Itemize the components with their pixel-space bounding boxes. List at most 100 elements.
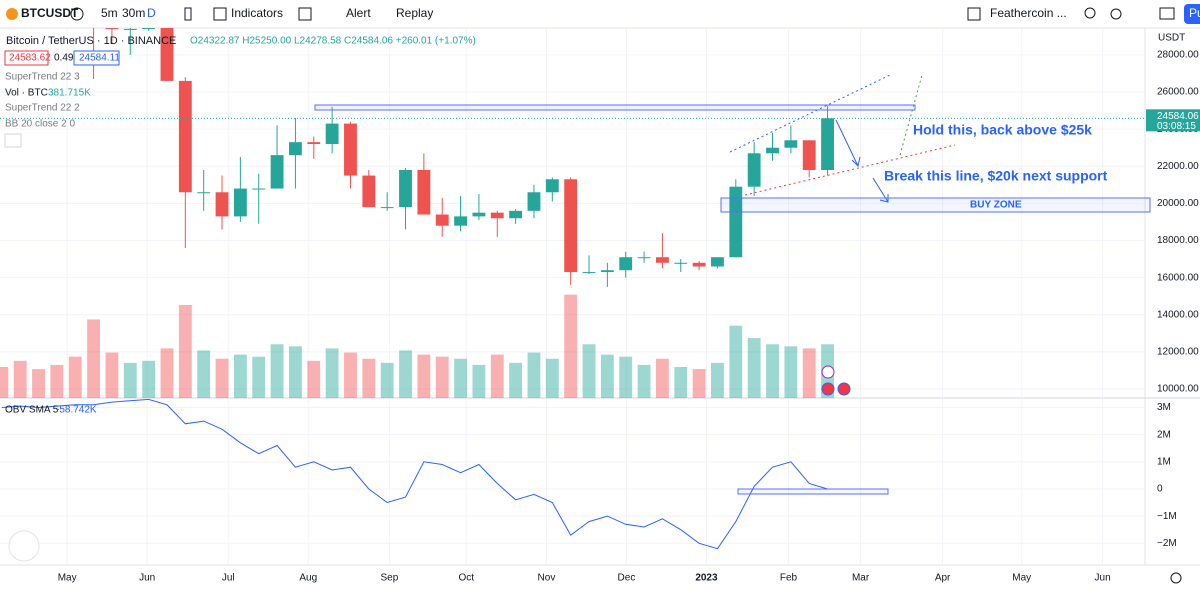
volume-bar bbox=[692, 369, 706, 398]
candle-body bbox=[490, 212, 504, 219]
volume-bar bbox=[454, 358, 467, 398]
drawings: Hold this, back above $25k Break this li… bbox=[314, 74, 1151, 495]
candle-body bbox=[655, 257, 669, 263]
search-button[interactable] bbox=[1084, 7, 1096, 19]
volume-bar bbox=[472, 364, 486, 398]
x-tick-label: Dec bbox=[618, 573, 636, 584]
chart-type-button[interactable] bbox=[184, 7, 192, 21]
y-tick-label: 20000.00 bbox=[1157, 198, 1199, 209]
indicator-label[interactable]: SuperTrend 22 3 bbox=[5, 72, 80, 83]
candle-body bbox=[747, 153, 761, 187]
ask-badge bbox=[73, 50, 120, 66]
volume-bar bbox=[105, 352, 119, 398]
settings-button[interactable] bbox=[1110, 8, 1122, 20]
volume-bar bbox=[802, 348, 816, 398]
y-tick-label: 12000.00 bbox=[1157, 347, 1199, 358]
volume-bar bbox=[233, 354, 247, 398]
volume-value: 381.715K bbox=[48, 88, 91, 99]
candle-body bbox=[142, 28, 156, 29]
event-icon[interactable] bbox=[821, 365, 835, 379]
x-tick-label: May bbox=[58, 573, 77, 584]
compare-button[interactable] bbox=[70, 7, 84, 21]
volume-bar bbox=[325, 348, 339, 398]
x-tick-label: Mar bbox=[852, 573, 870, 584]
bid-badge bbox=[4, 50, 49, 66]
candle-body bbox=[435, 214, 449, 226]
last-price-badge bbox=[1146, 109, 1200, 132]
layout-button[interactable]: Feathercoin ... bbox=[990, 6, 1067, 20]
obv-box bbox=[737, 488, 889, 495]
obv-line bbox=[1, 399, 828, 550]
volume-bar bbox=[197, 350, 211, 398]
candle-body bbox=[178, 80, 192, 193]
volume-bar bbox=[270, 344, 284, 398]
obv-tick-label: −2M bbox=[1157, 538, 1177, 549]
candle-body bbox=[802, 140, 816, 170]
candle-body bbox=[619, 257, 633, 271]
volume-bar bbox=[142, 360, 156, 398]
volume-bar bbox=[68, 356, 82, 398]
y-tick-label: 14000.00 bbox=[1157, 309, 1199, 320]
candle-body bbox=[711, 257, 724, 267]
volume-bar bbox=[784, 346, 798, 398]
axis-settings[interactable] bbox=[1170, 572, 1182, 584]
volume-bar bbox=[674, 367, 688, 398]
y-tick-label: 18000.00 bbox=[1157, 235, 1199, 246]
volume-bar bbox=[655, 358, 669, 398]
projection-line bbox=[899, 74, 923, 156]
indicator-label[interactable]: SuperTrend 22 2 bbox=[5, 103, 80, 114]
indicators-icon bbox=[213, 7, 227, 21]
volume-bar bbox=[766, 344, 779, 398]
interval-active[interactable]: D bbox=[147, 6, 156, 20]
obv-tick-label: 1M bbox=[1157, 456, 1171, 467]
arrow bbox=[835, 119, 861, 167]
volume-bar bbox=[509, 362, 523, 398]
candle-body bbox=[197, 192, 211, 194]
volume-bar bbox=[344, 352, 357, 398]
candle-body bbox=[545, 179, 559, 193]
volume-bar bbox=[747, 338, 761, 398]
volume-bar bbox=[582, 344, 596, 398]
candle-body bbox=[307, 142, 321, 145]
last-price-label: 24584.06 bbox=[1157, 111, 1199, 122]
indicator-label[interactable]: Vol · BTC bbox=[5, 88, 48, 99]
bid: 24583.62 bbox=[9, 53, 51, 64]
volume-bar bbox=[307, 360, 321, 398]
x-tick-label: Jul bbox=[222, 573, 235, 584]
volume-bar bbox=[490, 354, 504, 398]
event-flag[interactable] bbox=[837, 382, 851, 396]
templates-button[interactable] bbox=[298, 7, 312, 21]
volume-bar bbox=[564, 294, 578, 398]
candle-body bbox=[362, 175, 376, 208]
collapse-button[interactable] bbox=[4, 133, 22, 148]
snapshot-button[interactable] bbox=[1159, 7, 1175, 20]
publish-button[interactable] bbox=[1184, 4, 1200, 24]
candle-body bbox=[233, 188, 247, 217]
replay-button[interactable]: Replay bbox=[396, 6, 433, 20]
volume-bar bbox=[362, 358, 376, 398]
main-pane bbox=[0, 28, 1145, 398]
countdown: 03:08:15 bbox=[1157, 121, 1196, 132]
volume-bar bbox=[215, 358, 229, 398]
symbol[interactable]: BTCUSDT bbox=[21, 6, 79, 20]
alert-button[interactable]: Alert bbox=[346, 6, 371, 20]
candle-body bbox=[252, 188, 266, 190]
candle-body bbox=[289, 142, 302, 156]
annotation: Hold this, back above $25k bbox=[913, 122, 1092, 138]
indicators-button[interactable]: Indicators bbox=[231, 6, 283, 20]
interval[interactable]: 30m bbox=[122, 6, 145, 20]
y-tick-label: 26000.00 bbox=[1157, 87, 1199, 98]
volume-bar bbox=[729, 325, 743, 398]
event-flag[interactable] bbox=[821, 382, 835, 396]
obv-tick-label: −1M bbox=[1157, 511, 1177, 522]
candle-body bbox=[582, 272, 596, 274]
axes: 10000.00 12000.00 14000.00 16000.00 18000.00… bbox=[58, 50, 1200, 584]
publish-label: Pu bbox=[1189, 6, 1200, 20]
axis-unit: USDT bbox=[1158, 33, 1185, 44]
candle-body bbox=[564, 179, 578, 273]
y-tick-label: 22000.00 bbox=[1157, 161, 1199, 172]
spread: 0.49 bbox=[54, 53, 74, 64]
indicator-label[interactable]: BB 20 close 2 0 bbox=[5, 119, 75, 130]
interval[interactable]: 5m bbox=[101, 6, 118, 20]
